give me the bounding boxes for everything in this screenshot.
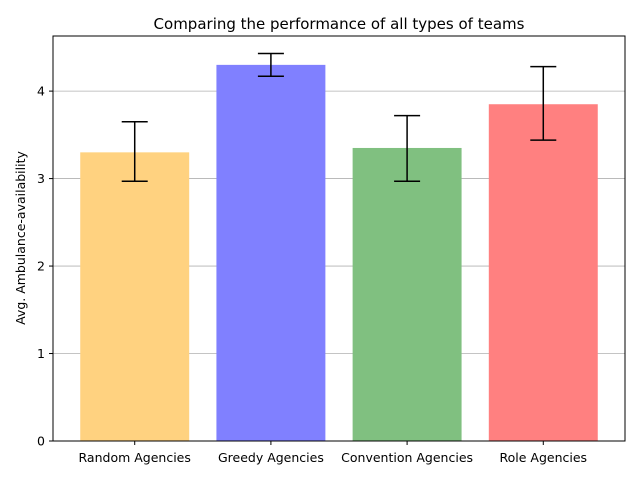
y-tick-label-1: 1: [37, 346, 45, 361]
y-axis-title: Avg. Ambulance-availability: [13, 151, 28, 325]
y-tick-label-4: 4: [37, 84, 45, 99]
x-tick-label-1: Greedy Agencies: [218, 450, 324, 465]
x-tick-label-2: Convention Agencies: [341, 450, 473, 465]
y-tick-label-0: 0: [37, 434, 45, 449]
bar-greedy-agencies: [216, 64, 326, 441]
x-tick-label-0: Random Agencies: [79, 450, 191, 465]
plot-frame: [52, 35, 626, 442]
bar-random-agencies: [80, 152, 190, 441]
chart-title: Comparing the performance of all types o…: [154, 15, 525, 33]
x-axis-ticks: Random Agencies Greedy Agencies Convention…: [79, 441, 588, 465]
y-tick-label-2: 2: [37, 259, 45, 274]
x-tick-label-3: Role Agencies: [500, 450, 588, 465]
y-axis-ticks: 0 1 2 3 4: [37, 84, 53, 449]
bars: [80, 64, 598, 441]
bar-convention-agencies: [352, 147, 462, 441]
error-bars: [121, 52, 557, 182]
bar-role-agencies: [488, 104, 598, 441]
y-tick-label-3: 3: [37, 171, 45, 186]
